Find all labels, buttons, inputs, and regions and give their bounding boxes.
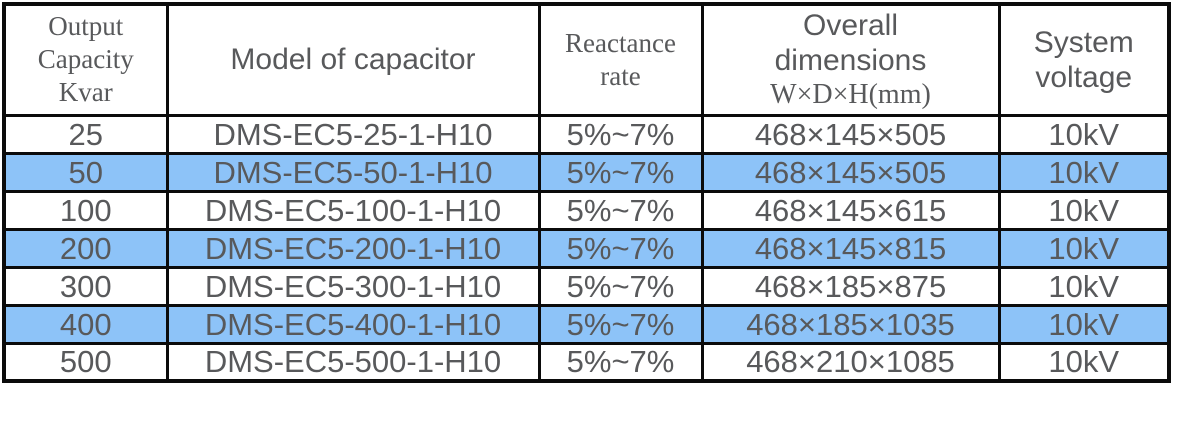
cell-model: DMS-EC5-50-1-H10 <box>165 151 541 193</box>
header-dimensions-unit-line: W×D×H(mm) <box>770 79 931 111</box>
header-line: Capacity <box>37 44 134 75</box>
cell-system-voltage: 10kV <box>997 341 1171 383</box>
cell-output-capacity: 50 <box>2 151 169 193</box>
header-cell-reactance-rate: Reactance rate <box>537 2 704 117</box>
table-row: 400 DMS-EC5-400-1-H10 5%~7% 468×185×1035… <box>2 303 1171 345</box>
table-row: 200 DMS-EC5-200-1-H10 5%~7% 468×145×815 … <box>2 227 1171 269</box>
header-cell-output-capacity: Output Capacity Kvar <box>2 2 169 117</box>
cell-system-voltage: 10kV <box>997 227 1171 269</box>
cell-reactance-rate: 5%~7% <box>537 151 704 193</box>
cell-reactance-rate: 5%~7% <box>537 303 704 345</box>
header-line: Model of capacitor <box>230 43 476 77</box>
table-row: 100 DMS-EC5-100-1-H10 5%~7% 468×145×615 … <box>2 189 1171 231</box>
cell-output-capacity: 25 <box>2 113 169 155</box>
cell-model: DMS-EC5-400-1-H10 <box>165 303 541 345</box>
header-line: dimensions <box>774 44 927 78</box>
cell-model: DMS-EC5-500-1-H10 <box>165 341 541 383</box>
cell-model: DMS-EC5-300-1-H10 <box>165 265 541 307</box>
header-cell-model: Model of capacitor <box>165 2 541 117</box>
cell-model: DMS-EC5-100-1-H10 <box>165 189 541 231</box>
cell-overall-dimensions: 468×185×1035 <box>700 303 1001 345</box>
cell-output-capacity: 100 <box>2 189 169 231</box>
cell-overall-dimensions: 468×145×505 <box>700 151 1001 193</box>
cell-overall-dimensions: 468×145×505 <box>700 113 1001 155</box>
table-row: 500 DMS-EC5-500-1-H10 5%~7% 468×210×1085… <box>2 341 1171 383</box>
cell-model: DMS-EC5-200-1-H10 <box>165 227 541 269</box>
header-cell-system-voltage: System voltage <box>997 2 1171 117</box>
header-cell-overall-dimensions: Overall dimensions W×D×H(mm) <box>700 2 1001 117</box>
cell-output-capacity: 300 <box>2 265 169 307</box>
cell-reactance-rate: 5%~7% <box>537 189 704 231</box>
table-body: 25 DMS-EC5-25-1-H10 5%~7% 468×145×505 10… <box>2 113 1171 383</box>
cell-output-capacity: 400 <box>2 303 169 345</box>
cell-reactance-rate: 5%~7% <box>537 227 704 269</box>
cell-reactance-rate: 5%~7% <box>537 113 704 155</box>
table-row: 50 DMS-EC5-50-1-H10 5%~7% 468×145×505 10… <box>2 151 1171 193</box>
table-row: 25 DMS-EC5-25-1-H10 5%~7% 468×145×505 10… <box>2 113 1171 155</box>
cell-model: DMS-EC5-25-1-H10 <box>165 113 541 155</box>
cell-overall-dimensions: 468×145×615 <box>700 189 1001 231</box>
table-row: 300 DMS-EC5-300-1-H10 5%~7% 468×185×875 … <box>2 265 1171 307</box>
cell-reactance-rate: 5%~7% <box>537 341 704 383</box>
header-line: Kvar <box>58 77 113 108</box>
cell-overall-dimensions: 468×210×1085 <box>700 341 1001 383</box>
table-header-row: Output Capacity Kvar Model of capacitor … <box>2 2 1171 117</box>
cell-output-capacity: 500 <box>2 341 169 383</box>
cell-overall-dimensions: 468×185×875 <box>700 265 1001 307</box>
header-line: System <box>1033 25 1134 59</box>
cell-system-voltage: 10kV <box>997 113 1171 155</box>
cell-overall-dimensions: 468×145×815 <box>700 227 1001 269</box>
cell-system-voltage: 10kV <box>997 265 1171 307</box>
capacitor-spec-table: Output Capacity Kvar Model of capacitor … <box>2 2 1171 383</box>
header-line: Output <box>48 11 124 42</box>
cell-system-voltage: 10kV <box>997 189 1171 231</box>
cell-system-voltage: 10kV <box>997 151 1171 193</box>
cell-output-capacity: 200 <box>2 227 169 269</box>
cell-reactance-rate: 5%~7% <box>537 265 704 307</box>
header-line: Reactance <box>565 27 676 58</box>
header-line: rate <box>600 60 641 91</box>
cell-system-voltage: 10kV <box>997 303 1171 345</box>
header-line: Overall <box>802 9 899 43</box>
header-line: voltage <box>1035 60 1133 94</box>
